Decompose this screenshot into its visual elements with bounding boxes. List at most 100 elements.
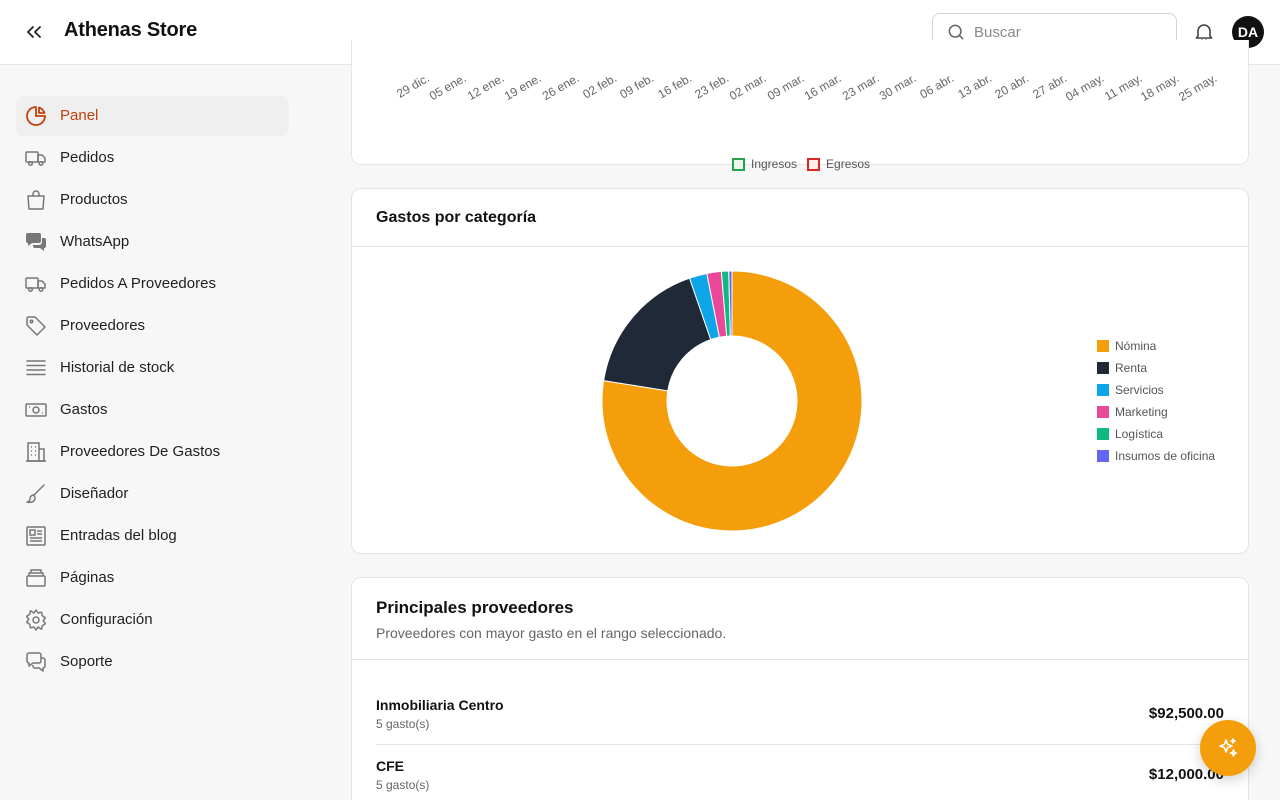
legend-item[interactable]: Marketing	[1097, 401, 1215, 423]
collapse-sidebar-icon[interactable]	[22, 20, 46, 44]
sidebar-item-paginas[interactable]: Páginas	[16, 558, 289, 598]
sidebar-item-pedidos[interactable]: Pedidos	[16, 138, 289, 178]
x-tick-label: 30 mar.	[877, 70, 919, 104]
sidebar-item-blog[interactable]: Entradas del blog	[16, 516, 289, 556]
sidebar-item-label: Pedidos A Proveedores	[60, 275, 216, 292]
store-title: Athenas Store	[64, 19, 197, 41]
legend-swatch	[1097, 340, 1109, 352]
x-tick-label: 25 may.	[1175, 70, 1219, 104]
sidebar-item-configuracion[interactable]: Configuración	[16, 600, 289, 640]
pie-slice-insumos-de-oficina[interactable]	[728, 270, 733, 337]
sidebar-item-label: Panel	[60, 107, 99, 124]
cashflow-legend: Ingresos Egresos	[732, 157, 880, 171]
sidebar: Panel Pedidos Productos WhatsApp Pedidos…	[0, 65, 306, 800]
x-tick-label: 09 feb.	[617, 70, 657, 102]
building-icon	[26, 442, 46, 462]
x-tick-label: 11 may.	[1101, 70, 1144, 104]
sidebar-item-label: Diseñador	[60, 485, 129, 502]
x-tick-label: 29 dic.	[393, 70, 432, 101]
legend-swatch	[1097, 450, 1109, 462]
support-chat-icon	[26, 652, 46, 672]
list-icon	[26, 360, 46, 376]
x-tick-label: 06 abr.	[917, 70, 957, 102]
x-tick-label: 23 feb.	[692, 70, 732, 102]
top-suppliers-card: Principales proveedores Proveedores con …	[351, 577, 1249, 800]
sidebar-item-label: Pedidos	[60, 149, 115, 166]
sidebar-item-gastos[interactable]: Gastos	[16, 390, 289, 430]
legend-swatch	[1097, 384, 1109, 396]
x-tick-label: 02 mar.	[727, 70, 769, 104]
x-tick-label: 27 abr.	[1030, 70, 1069, 102]
x-tick-label: 13 abr.	[955, 70, 994, 102]
expenses-by-category-card: Gastos por categoría Nómina Renta Servicio…	[351, 188, 1249, 554]
legend-item[interactable]: Nómina	[1097, 335, 1215, 357]
sidebar-item-label: Gastos	[60, 401, 108, 418]
supplier-row[interactable]: CFE 5 gasto(s) $12,000.00	[376, 758, 1224, 800]
supplier-expense-count: 5 gasto(s)	[376, 778, 430, 792]
ai-assistant-button[interactable]	[1200, 720, 1256, 776]
supplier-name: Inmobiliaria Centro	[376, 697, 504, 713]
sidebar-item-proveedores-gastos[interactable]: Proveedores De Gastos	[16, 432, 289, 472]
legend-item[interactable]: Logística	[1097, 423, 1215, 445]
brush-icon	[26, 484, 45, 504]
legend-item-egresos[interactable]: Egresos	[807, 157, 870, 171]
legend-label: Nómina	[1115, 339, 1157, 353]
pie-slice-renta[interactable]	[603, 277, 712, 392]
cashflow-chart-card: 29 dic. 05 ene. 12 ene. 19 ene. 26 ene. 02 fe…	[351, 40, 1249, 171]
legend-swatch	[807, 157, 821, 171]
x-tick-label: 05 ene.	[427, 70, 469, 104]
supplier-row[interactable]: Inmobiliaria Centro 5 gasto(s) $92,500.0…	[376, 697, 1224, 757]
x-tick-label: 04 may.	[1063, 70, 1107, 104]
x-tick-label: 02 feb.	[580, 70, 619, 102]
x-tick-label: 09 mar.	[764, 70, 807, 104]
sidebar-item-productos[interactable]: Productos	[16, 180, 289, 220]
x-tick-label: 18 may.	[1138, 70, 1182, 104]
legend-item[interactable]: Insumos de oficina	[1097, 445, 1215, 467]
truck-icon	[25, 277, 46, 293]
card-title: Gastos por categoría	[376, 209, 537, 226]
search-input[interactable]	[974, 23, 1154, 41]
sparkles-icon	[1219, 738, 1238, 757]
pie-slice-nómina[interactable]	[601, 270, 863, 532]
legend-label: Marketing	[1115, 405, 1168, 419]
sidebar-item-panel[interactable]: Panel	[16, 96, 289, 136]
x-tick-label: 23 mar.	[839, 70, 882, 104]
sidebar-item-label: Historial de stock	[60, 359, 175, 376]
legend-label: Renta	[1115, 361, 1148, 375]
legend-item[interactable]: Servicios	[1097, 379, 1215, 401]
gear-icon	[25, 609, 47, 631]
sidebar-item-disenador[interactable]: Diseñador	[16, 474, 289, 514]
expenses-donut-chart	[601, 270, 863, 532]
sidebar-item-proveedores[interactable]: Proveedores	[16, 306, 289, 346]
newspaper-icon	[26, 526, 46, 546]
divider	[352, 659, 1248, 660]
sidebar-item-pedidos-proveedores[interactable]: Pedidos A Proveedores	[16, 264, 289, 304]
legend-label: Egresos	[826, 157, 871, 171]
legend-item[interactable]: Renta	[1097, 357, 1215, 379]
sidebar-item-label: Productos	[60, 191, 128, 208]
legend-item-ingresos[interactable]: Ingresos	[732, 157, 797, 171]
legend-swatch	[1097, 428, 1109, 440]
sidebar-item-label: Soporte	[60, 653, 113, 670]
sidebar-item-soporte[interactable]: Soporte	[16, 642, 289, 682]
sidebar-item-label: Configuración	[60, 611, 153, 628]
legend-label: Servicios	[1115, 383, 1164, 397]
card-subtitle: Proveedores con mayor gasto en el rango …	[376, 625, 727, 641]
sidebar-item-label: Proveedores De Gastos	[60, 443, 221, 460]
x-tick-label: 26 ene.	[539, 70, 582, 104]
legend-label: Logística	[1115, 427, 1164, 441]
supplier-amount: $12,000.00	[1148, 766, 1224, 783]
x-tick-label: 19 ene.	[502, 70, 544, 104]
search-icon	[948, 24, 964, 40]
sidebar-item-label: Proveedores	[60, 317, 146, 334]
sidebar-item-label: Páginas	[60, 569, 115, 586]
tag-icon	[26, 316, 46, 336]
x-tick-label: 12 ene.	[464, 70, 507, 104]
expenses-legend: Nómina Renta Servicios Marketing Logística In…	[1097, 335, 1215, 467]
sidebar-item-whatsapp[interactable]: WhatsApp	[16, 222, 289, 262]
supplier-name: CFE	[376, 758, 404, 774]
chat-bubbles-icon	[26, 233, 46, 251]
banknote-icon	[25, 403, 47, 417]
layers-icon	[26, 569, 46, 587]
sidebar-item-historial-stock[interactable]: Historial de stock	[16, 348, 289, 388]
